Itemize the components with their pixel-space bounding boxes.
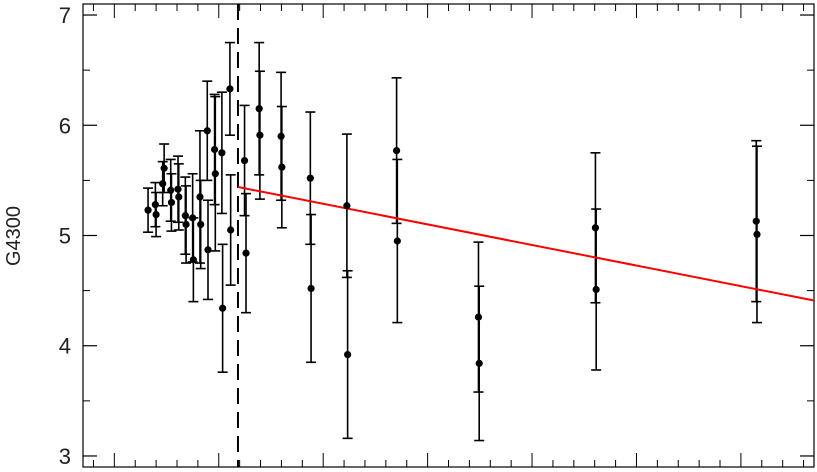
data-point [174, 185, 182, 193]
data-point [393, 237, 401, 245]
data-point [189, 256, 197, 264]
data-point [240, 156, 249, 165]
data-point [211, 170, 219, 178]
data-point [203, 127, 211, 135]
data-point [210, 145, 219, 154]
data-point [218, 149, 226, 157]
data-point [277, 132, 285, 140]
data-point [753, 230, 761, 238]
data-point [475, 359, 483, 367]
data-point [181, 212, 189, 220]
data-point [167, 198, 176, 207]
data-point [591, 224, 600, 232]
data-point [392, 147, 401, 155]
y-axis-title: G4300 [3, 206, 25, 266]
data-point [196, 193, 204, 201]
data-point [592, 285, 600, 294]
y-tick-label: 7 [59, 3, 71, 28]
data-point [167, 186, 175, 194]
data-point [255, 105, 263, 113]
data-point [306, 174, 314, 182]
data-point [307, 284, 315, 293]
data-point [343, 202, 351, 210]
data-point [226, 85, 234, 93]
data-point [227, 226, 235, 234]
data-point [189, 214, 197, 222]
y-tick-label: 4 [59, 334, 71, 359]
data-point [752, 217, 760, 225]
data-point [474, 313, 483, 321]
data-point [219, 304, 227, 312]
data-point [151, 201, 159, 209]
error-bars [143, 41, 762, 442]
data-point [256, 131, 264, 139]
data-point [160, 164, 168, 172]
y-tick-label: 3 [59, 444, 71, 469]
y-tick-labels: 3 4 5 6 7 [59, 3, 71, 469]
data-point [152, 210, 160, 219]
y-tick-label: 6 [59, 113, 71, 138]
data-point [159, 180, 167, 188]
data-point [344, 350, 352, 359]
data-point [197, 220, 205, 229]
data-point [182, 220, 190, 229]
data-point [144, 206, 152, 214]
data-point [242, 249, 250, 257]
axis-ticks [83, 4, 814, 467]
data-point [278, 163, 286, 171]
fit-line [237, 186, 815, 302]
data-points [144, 85, 761, 367]
data-point [204, 246, 212, 254]
y-tick-label: 5 [59, 224, 71, 249]
data-point [175, 193, 183, 201]
